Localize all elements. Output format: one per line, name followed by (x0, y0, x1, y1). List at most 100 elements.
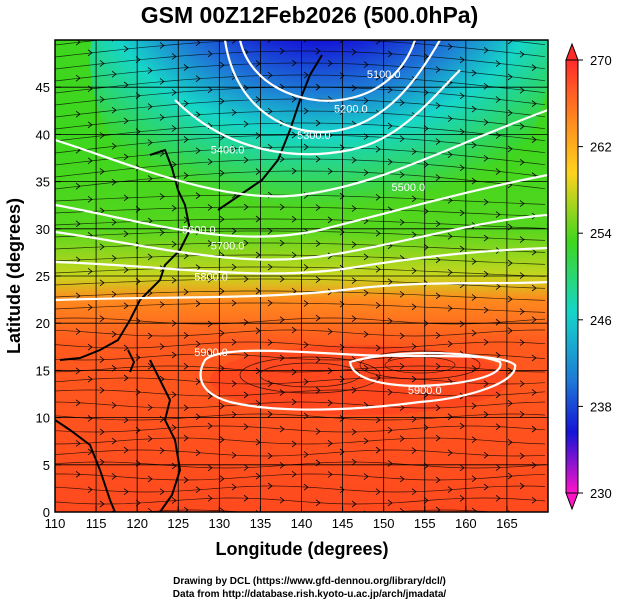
colorbar-label: 238 (590, 399, 612, 414)
streamline-arrow (99, 500, 105, 508)
streamline-arrow (507, 367, 513, 375)
streamline (55, 110, 546, 130)
streamline-arrow (255, 96, 261, 103)
streamline-arrow (219, 287, 225, 295)
streamline-arrow (471, 177, 477, 185)
streamline-arrow (220, 26, 224, 32)
streamline-arrow (111, 330, 117, 338)
streamline-arrow (519, 308, 525, 315)
y-tick-label: 20 (36, 316, 50, 331)
streamline-arrow (387, 460, 393, 467)
colorbar-label: 246 (590, 313, 612, 328)
contour-label: 5100.0 (367, 69, 401, 81)
streamline-loop (359, 350, 481, 380)
streamline-arrow (99, 96, 105, 103)
streamline-arrow (159, 42, 165, 49)
streamline-arrow (315, 499, 321, 507)
streamline-arrow (351, 315, 357, 322)
streamline-arrow (303, 483, 309, 491)
streamline-arrow (147, 404, 153, 411)
footer-credit-data: Data from http://database.rish.kyoto-u.a… (172, 589, 447, 600)
streamline-arrow (328, 24, 332, 30)
streamline-arrow (99, 386, 105, 394)
x-tick-label: 135 (250, 516, 272, 531)
streamline-arrow (436, 31, 440, 37)
streamline-arrow (291, 167, 297, 175)
streamline-arrow (303, 71, 309, 79)
streamline-arrow (435, 404, 441, 412)
streamline-arrow (279, 47, 285, 55)
streamline-arrow (471, 258, 477, 265)
streamline-arrow (255, 168, 261, 175)
streamline-arrow (399, 135, 405, 143)
streamline-arrow (75, 440, 81, 447)
colorbar: 270 262 254 246 238 230 (565, 42, 612, 511)
streamline-arrow (459, 320, 465, 328)
streamline-arrow (99, 132, 105, 139)
streamline-arrow (207, 240, 213, 247)
streamline-arrow (279, 155, 285, 163)
streamline-arrow (435, 220, 441, 228)
contour-label: 5500.0 (391, 182, 425, 194)
streamline-arrow (99, 428, 105, 436)
streamline-arrow (195, 300, 201, 307)
streamline-arrow (375, 73, 381, 81)
streamline-arrow (375, 446, 381, 454)
streamline-arrow (207, 422, 213, 430)
streamline (55, 74, 546, 94)
streamline-arrow (267, 263, 273, 271)
streamline-arrow (231, 483, 237, 491)
streamline-arrow (291, 368, 297, 376)
streamline-arrow (327, 440, 333, 447)
streamline-arrow (459, 422, 465, 430)
streamline-arrow (111, 402, 117, 409)
streamline-arrow (75, 328, 81, 335)
streamline-arrow (255, 60, 261, 67)
streamline-arrow (339, 108, 345, 115)
streamline-arrow (519, 272, 525, 279)
streamline-arrow (459, 209, 465, 217)
streamline-arrow (219, 475, 225, 483)
streamline-arrow (279, 496, 285, 504)
streamline-arrow (87, 343, 93, 351)
streamline-arrow (76, 513, 80, 519)
streamline-arrow (219, 507, 225, 512)
streamline-arrow (531, 100, 537, 107)
streamline-arrow (495, 132, 501, 139)
streamline-arrow (183, 332, 189, 339)
streamline-arrow (315, 276, 321, 283)
streamline-arrow (339, 192, 345, 200)
streamline-arrow (351, 205, 357, 212)
streamline-arrow (267, 339, 273, 346)
streamline-arrow (219, 97, 225, 105)
streamline-arrow (531, 425, 537, 433)
streamline-arrow (291, 251, 297, 259)
streamline-arrow (339, 40, 345, 43)
streamline-arrow (184, 29, 188, 35)
streamline-arrow (507, 259, 513, 267)
streamline-arrow (483, 118, 489, 126)
streamline-arrow (159, 343, 165, 350)
streamline-arrow (171, 497, 177, 504)
streamline-arrow (99, 356, 105, 363)
streamline-arrow (291, 398, 297, 406)
streamline-arrow (99, 243, 105, 251)
x-tick-label: 140 (291, 516, 313, 531)
streamline-arrow (123, 488, 129, 496)
streamline-arrow (171, 276, 177, 284)
streamline-arrow (447, 413, 453, 421)
streamline-arrow (123, 374, 129, 382)
streamline-arrow (411, 195, 417, 203)
streamline-arrow (111, 254, 117, 262)
streamline-arrow (423, 207, 429, 215)
streamline-arrow (327, 252, 333, 260)
streamline-arrow (399, 99, 405, 107)
streamline-arrow (435, 434, 441, 442)
streamline-arrow (171, 351, 177, 359)
streamline-arrow (531, 284, 537, 292)
streamline-arrow (123, 266, 129, 274)
streamline-arrow (87, 196, 93, 203)
streamline-arrow (471, 294, 477, 301)
streamline-arrow (123, 302, 129, 310)
streamline-arrow (171, 240, 177, 248)
